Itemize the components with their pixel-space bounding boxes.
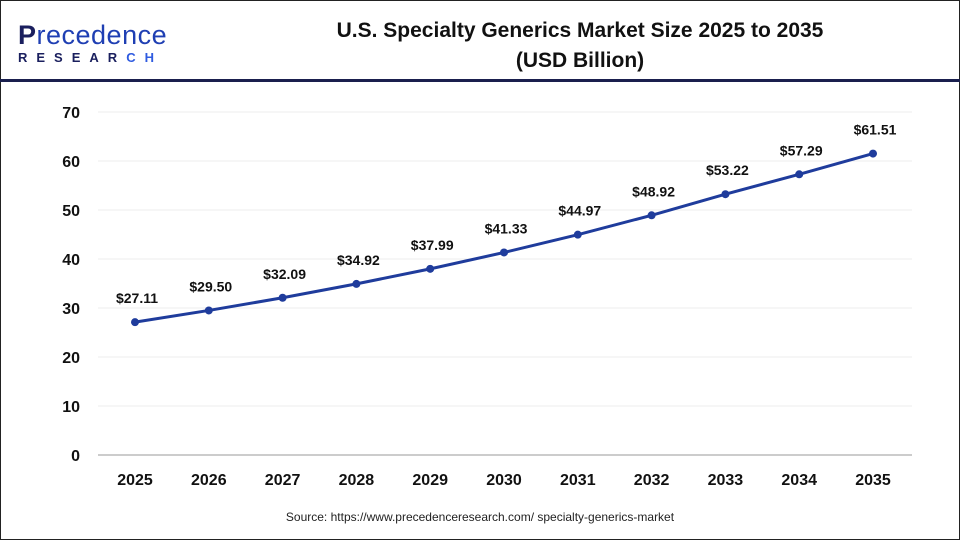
x-tick-label: 2026	[191, 472, 227, 489]
data-point	[352, 279, 361, 288]
x-tick-label: 2030	[486, 472, 522, 489]
x-tick-label: 2028	[339, 472, 375, 489]
data-point	[204, 306, 213, 315]
logo-subword-accent: CH	[126, 50, 163, 65]
y-tick-label: 40	[62, 252, 80, 269]
y-tick-label: 60	[62, 154, 80, 171]
x-tick-label: 2032	[634, 472, 670, 489]
logo-word: recedence	[36, 20, 168, 50]
logo-initial: P	[18, 20, 37, 50]
data-label: $34.92	[337, 252, 380, 268]
data-point	[721, 190, 730, 199]
data-point	[131, 318, 139, 327]
data-label: $27.11	[116, 290, 158, 306]
precedence-research-logo: Precedence RESEARCH	[18, 20, 168, 66]
data-point	[869, 149, 877, 158]
data-label: $32.09	[263, 266, 306, 282]
logo-subword: RESEAR	[18, 50, 127, 65]
data-point	[647, 211, 656, 220]
data-point	[278, 293, 287, 302]
data-label: $44.97	[558, 203, 601, 219]
series-line	[134, 152, 874, 324]
x-tick-label: 2035	[855, 472, 891, 489]
y-tick-label: 0	[71, 448, 80, 465]
y-tick-label: 10	[62, 399, 80, 416]
data-label: $48.92	[632, 183, 675, 199]
x-tick-label: 2033	[708, 472, 744, 489]
data-label: $57.29	[780, 142, 823, 158]
y-tick-label: 50	[62, 203, 80, 220]
chart-title: U.S. Specialty Generics Market Size 2025…	[270, 16, 890, 76]
title-line-2: (USD Billion)	[515, 49, 645, 72]
y-tick-label: 20	[62, 350, 80, 367]
x-tick-label: 2029	[412, 472, 448, 489]
y-tick-label: 70	[62, 105, 80, 122]
source-text: Source: https://www.precedenceresearch.c…	[285, 510, 675, 524]
data-point	[426, 264, 435, 273]
y-tick-label: 30	[62, 301, 80, 318]
x-tick-label: 2025	[117, 472, 153, 489]
data-label: $29.50	[189, 278, 232, 294]
data-label: $37.99	[411, 237, 454, 253]
data-label: $61.51	[854, 122, 897, 138]
title-line-1: U.S. Specialty Generics Market Size 2025…	[336, 19, 824, 42]
x-tick-label: 2031	[560, 472, 596, 489]
data-point	[500, 248, 508, 257]
header-divider	[0, 79, 960, 82]
data-label: $53.22	[706, 162, 749, 178]
data-label: $41.33	[485, 220, 528, 236]
data-point	[795, 170, 804, 179]
x-tick-label: 2034	[781, 472, 817, 489]
data-point	[573, 230, 582, 239]
x-tick-label: 2027	[265, 472, 301, 489]
